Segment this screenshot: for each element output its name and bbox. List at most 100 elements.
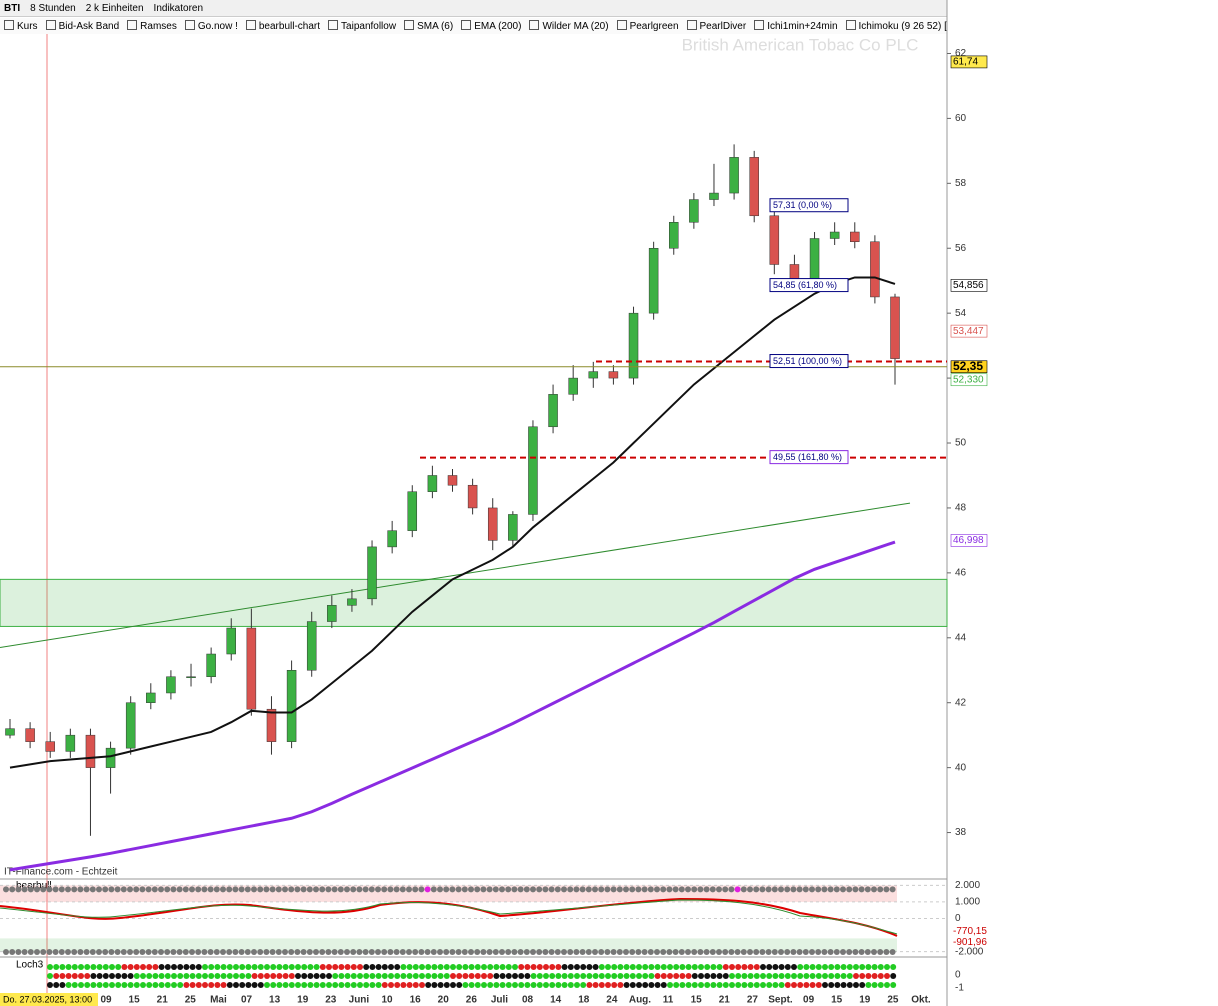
y-tick-label: 48 — [955, 503, 967, 514]
signal-dot — [461, 949, 468, 955]
x-tick-label: 20 — [438, 995, 450, 1006]
signal-dot — [46, 886, 53, 893]
signal-dot — [574, 973, 580, 979]
signal-dot — [34, 949, 40, 955]
signal-dot — [300, 886, 307, 893]
signal-dot — [493, 982, 500, 988]
signal-dot — [170, 886, 177, 893]
signal-dot — [840, 964, 847, 970]
signal-dot — [722, 964, 729, 970]
signal-dot — [275, 886, 282, 893]
indicator-tab[interactable]: Wilder MA (20) — [529, 20, 608, 32]
signal-dot — [512, 973, 518, 979]
signal-dot — [580, 964, 587, 970]
signal-dot — [164, 973, 171, 979]
signal-dot — [889, 949, 896, 955]
signal-dot — [282, 886, 288, 893]
signal-dot — [201, 886, 208, 893]
signal-dot — [443, 973, 450, 979]
indicator-tab[interactable]: Go.now ! — [185, 20, 238, 32]
indicators-button[interactable]: Indikatoren — [153, 2, 204, 14]
signal-dot — [598, 949, 605, 955]
x-tick-label: Mai — [210, 995, 227, 1006]
indicator-tab[interactable]: EMA (200) — [461, 20, 521, 32]
signal-dot — [518, 964, 525, 970]
signal-dot — [610, 886, 617, 893]
signal-dot — [753, 982, 760, 988]
interval[interactable]: 8 Stunden — [30, 2, 76, 14]
indicator-tab[interactable]: Pearlgreen — [617, 20, 679, 32]
signal-dot — [121, 964, 128, 970]
signal-dot — [406, 949, 412, 955]
signal-dot — [505, 982, 512, 988]
signal-dot — [226, 973, 233, 979]
indicator-tab[interactable]: Kurs — [4, 20, 38, 32]
signal-dot — [214, 973, 221, 979]
signal-dot — [605, 973, 611, 979]
signal-dot — [778, 982, 785, 988]
signal-dot — [759, 949, 766, 955]
signal-dot — [523, 886, 530, 893]
signal-dot — [499, 973, 506, 979]
candle-body — [749, 157, 759, 217]
signal-dot — [797, 973, 804, 979]
signal-dot — [859, 982, 866, 988]
indicator-tab[interactable]: Bid-Ask Band — [46, 20, 120, 32]
signal-dot — [765, 886, 772, 893]
signal-dot — [77, 949, 84, 955]
candle-body — [85, 734, 96, 768]
indicator-tab[interactable]: SMA (6) — [404, 20, 453, 32]
indicator-tab[interactable]: PearlDiver — [687, 20, 747, 32]
x-tick-label: 08 — [522, 995, 534, 1006]
y-tick-label: 0 — [955, 913, 961, 924]
signal-dot — [517, 886, 524, 893]
signal-dot — [536, 982, 543, 988]
signal-dot — [840, 973, 847, 979]
candle-body — [508, 514, 518, 541]
indicator-tab[interactable]: Ichi1min+24min — [754, 20, 837, 32]
indicator-tab[interactable]: bearbull-chart — [246, 20, 320, 32]
signal-dot — [884, 964, 890, 970]
annotation-box — [769, 450, 849, 465]
y-tick-label: 60 — [955, 113, 967, 124]
symbol[interactable]: BTI — [4, 2, 21, 14]
candle-body — [850, 231, 860, 243]
signal-dot — [716, 964, 723, 970]
signal-dot — [176, 949, 183, 955]
signal-dot — [295, 973, 301, 979]
signal-dot — [592, 982, 599, 988]
signal-dot — [505, 973, 512, 979]
line-series — [9, 540, 896, 872]
indicator-tab[interactable]: Ramses — [127, 20, 177, 32]
signal-dot — [536, 949, 543, 955]
candle-body — [306, 621, 317, 671]
signal-dot — [487, 973, 494, 979]
signal-dot — [40, 886, 47, 893]
signal-dot — [486, 886, 493, 893]
candle-body — [769, 215, 780, 265]
units[interactable]: 2 k Einheiten — [85, 2, 144, 14]
signal-dot — [424, 886, 431, 893]
signal-dot — [313, 964, 320, 970]
signal-dot — [213, 949, 220, 955]
signal-dot — [89, 886, 96, 893]
signal-dot — [549, 973, 556, 979]
signal-dot — [171, 964, 177, 970]
signal-dot — [691, 949, 698, 955]
candle-body — [709, 192, 719, 200]
signal-dot — [846, 949, 853, 955]
signal-dot — [270, 973, 277, 979]
signal-dot — [548, 886, 555, 893]
signal-dot — [505, 964, 512, 970]
signal-dot — [425, 973, 432, 979]
indicator-tab[interactable]: Taipanfollow — [328, 20, 396, 32]
signal-dot — [654, 964, 661, 970]
signal-dot — [803, 973, 810, 979]
annotation: 52,51 (100,00 %) — [773, 356, 842, 366]
signal-dot — [853, 964, 859, 970]
signal-dot — [449, 949, 456, 955]
signal-dot — [108, 886, 115, 893]
indicator-tab[interactable]: Ichimoku (9 26 52) [0] — [846, 20, 948, 32]
signal-dot — [889, 886, 896, 893]
signal-dot — [592, 964, 599, 970]
